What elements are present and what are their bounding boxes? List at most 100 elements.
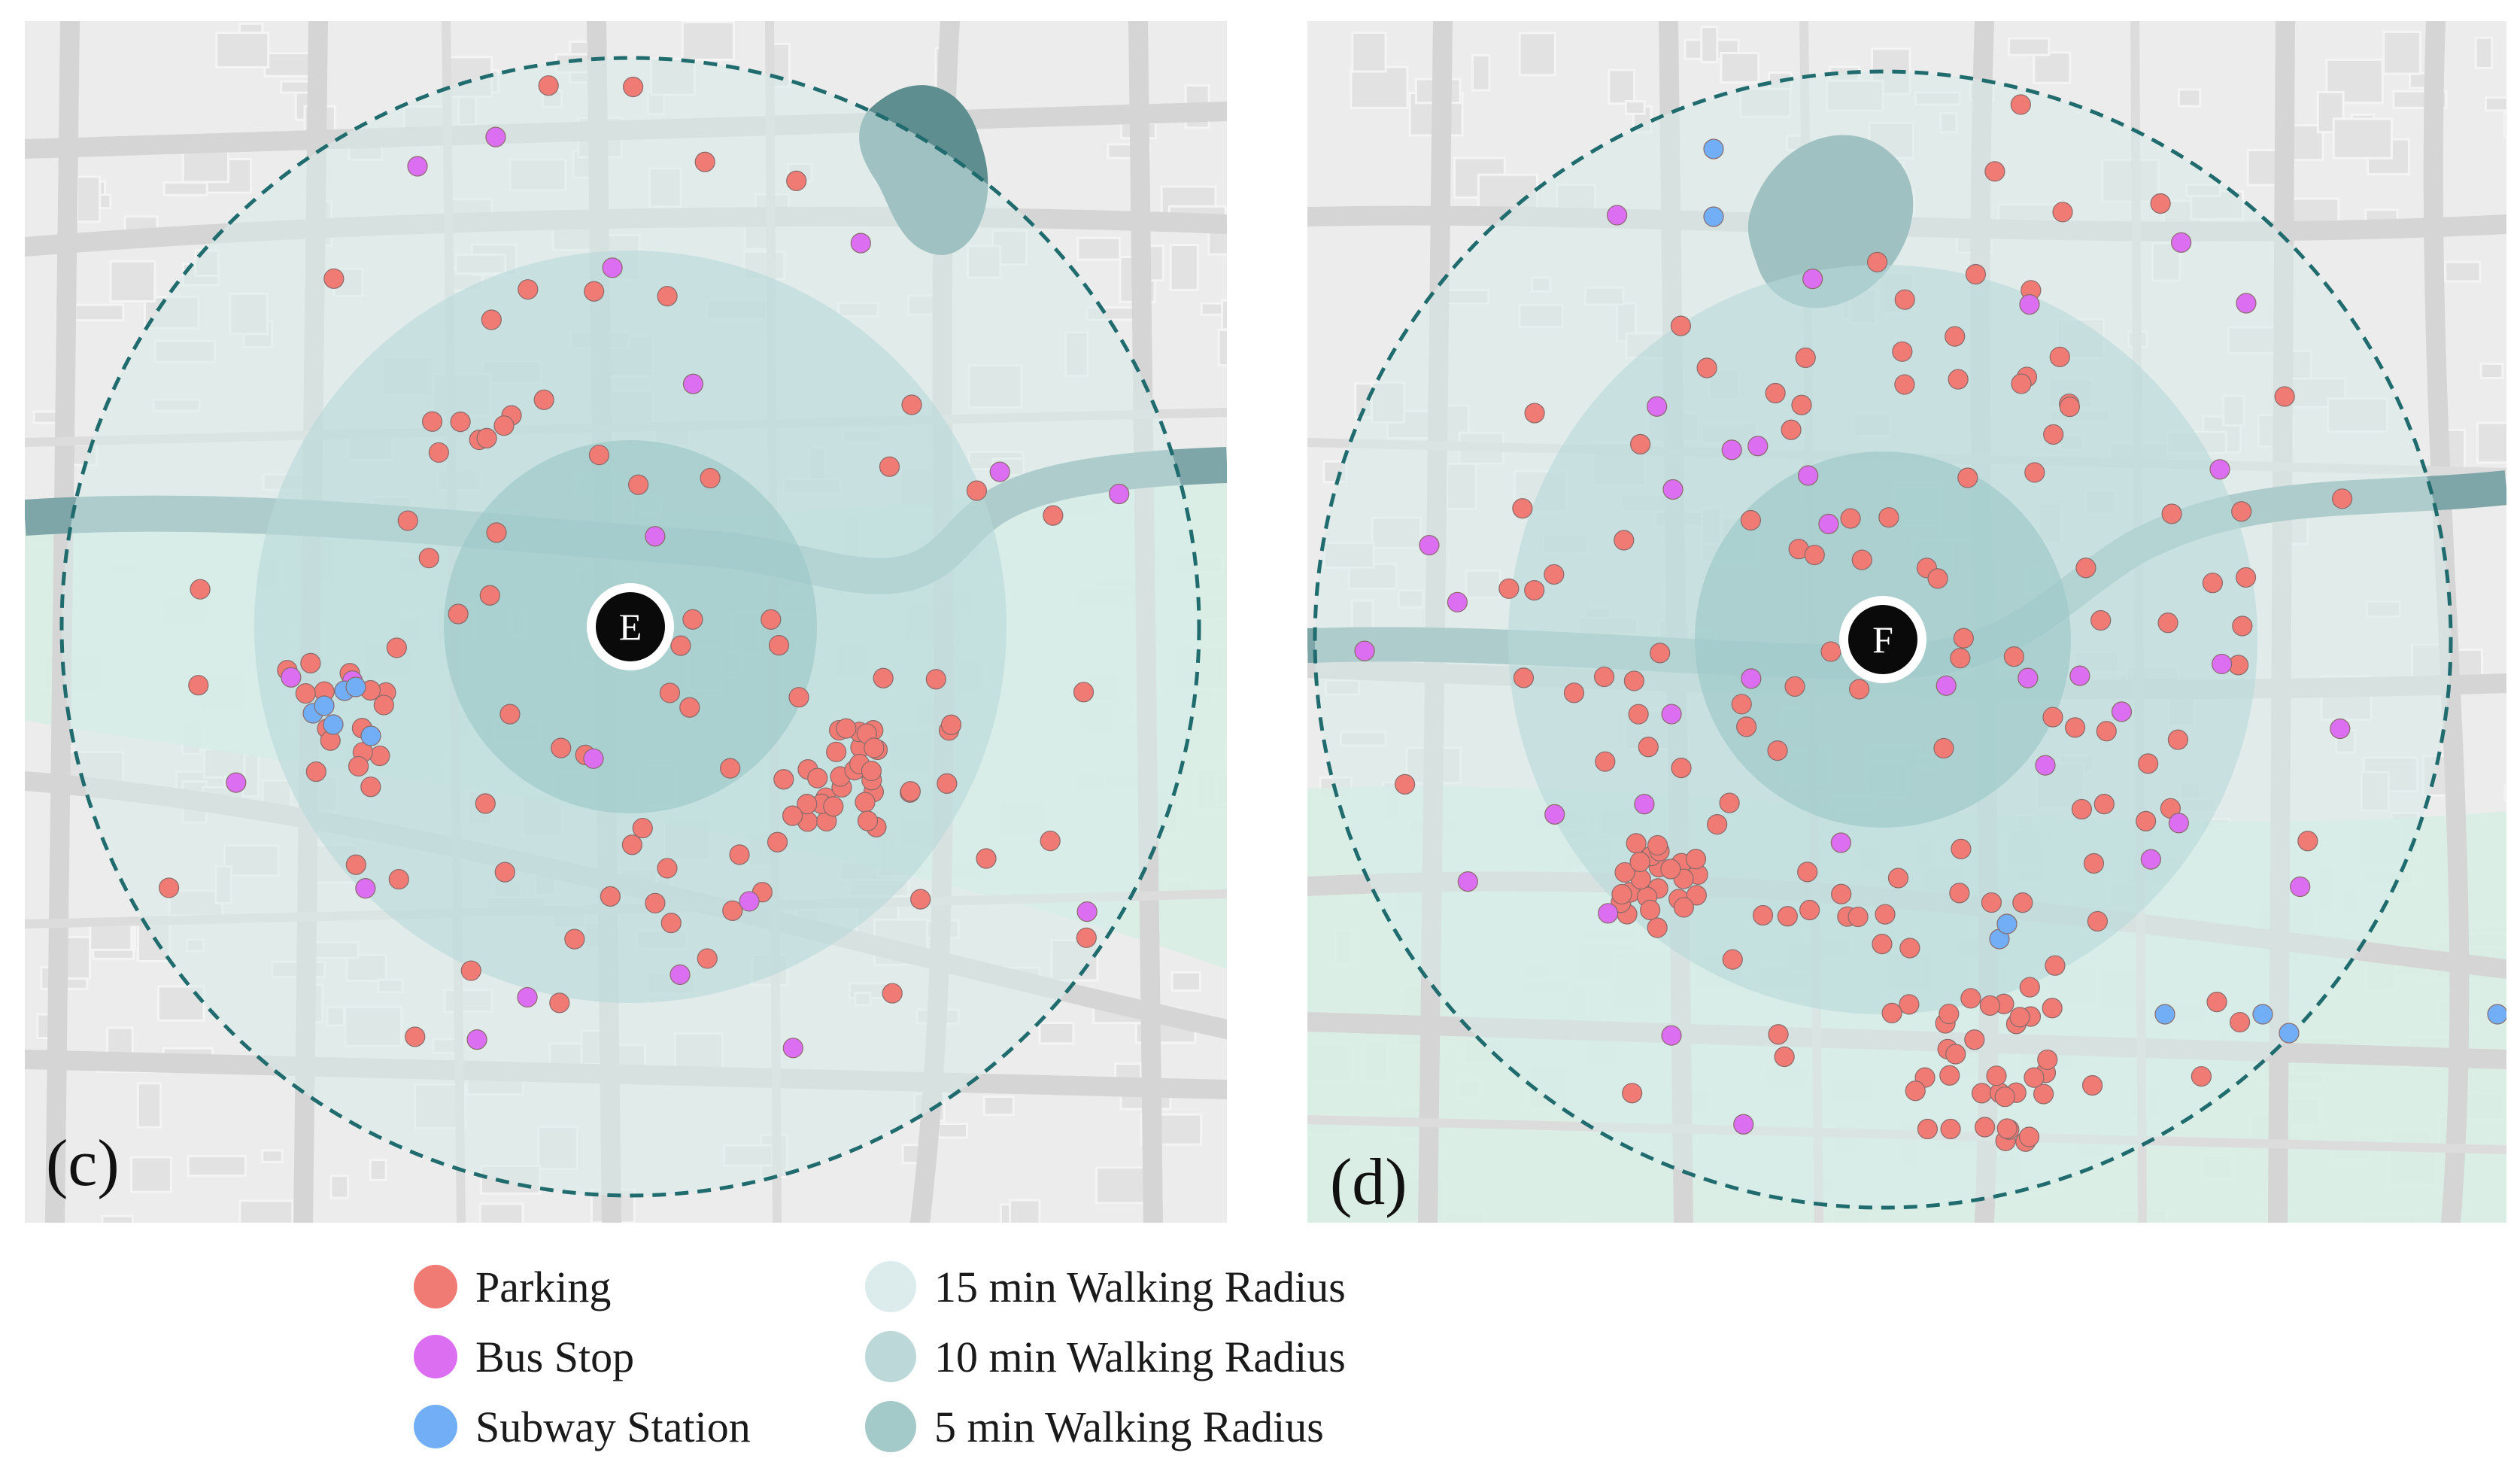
parking-point — [373, 694, 394, 716]
subway-station-point — [314, 695, 335, 716]
parking-point — [369, 745, 390, 767]
parking-point — [1686, 885, 1707, 906]
parking-point — [1940, 1118, 1961, 1140]
subway-station-point — [2252, 1004, 2273, 1025]
parking-point — [2049, 346, 2070, 367]
parking-point — [1949, 883, 1970, 904]
parking-point — [1544, 564, 1565, 585]
parking-point — [475, 793, 496, 814]
parking-point — [2081, 1074, 2103, 1096]
parking-point — [697, 948, 718, 969]
bus-stop-point — [669, 964, 691, 985]
parking-point — [1847, 906, 1869, 928]
parking-point — [2083, 852, 2105, 874]
bus-stop-point — [1661, 704, 1682, 725]
parking-point — [694, 151, 715, 172]
legend-item-15min: 15 min Walking Radius — [865, 1257, 1346, 1317]
parking-point — [479, 585, 500, 606]
building-block — [478, 1202, 524, 1223]
parking-point — [1671, 758, 1692, 779]
parking-point — [1917, 1118, 1939, 1140]
parking-point — [940, 714, 962, 735]
bus-stop-point — [2171, 232, 2192, 253]
bus-stop-point — [645, 526, 666, 547]
parking-point — [551, 737, 572, 758]
legend-item-5min: 5 min Walking Radius — [865, 1397, 1324, 1457]
parking-point — [1767, 740, 1788, 761]
building-block — [1518, 32, 1556, 77]
parking-swatch-icon — [414, 1265, 457, 1308]
building-block — [2444, 260, 2482, 283]
parking-point — [882, 983, 903, 1004]
bus-stop-point — [1798, 465, 1819, 486]
bus-stop-point — [226, 772, 247, 793]
parking-point — [761, 609, 782, 630]
parking-point — [486, 522, 507, 543]
parking-point — [1696, 357, 1717, 378]
building-block — [89, 923, 133, 951]
parking-point — [549, 992, 570, 1014]
bus-stop-point — [602, 257, 623, 278]
parking-point — [1804, 544, 1825, 566]
building-block — [1700, 26, 1719, 63]
bus-stop-point — [1830, 832, 1851, 853]
parking-point — [1774, 1046, 1795, 1068]
parking-point — [2018, 1126, 2040, 1147]
parking-point — [1791, 394, 1812, 415]
building-block — [2484, 96, 2506, 112]
parking-point — [1840, 508, 1861, 529]
building-block — [2479, 362, 2504, 380]
parking-point — [2037, 1049, 2058, 1071]
parking-point — [670, 635, 691, 656]
parking-point — [2274, 386, 2295, 407]
building-block — [1169, 244, 1199, 291]
parking-point — [2087, 910, 2108, 932]
bus-stop-point — [1936, 675, 1957, 696]
parking-point — [2157, 612, 2178, 634]
bus-stop-point — [2018, 667, 2039, 688]
parking-point — [1765, 382, 1786, 404]
parking-point — [1784, 676, 1805, 697]
parking-point — [1736, 716, 1757, 737]
parking-point — [2138, 753, 2159, 774]
parking-point — [2071, 798, 2092, 820]
parking-point — [1894, 289, 1915, 310]
building-block — [261, 1149, 284, 1163]
legend-label-10min: 10 min Walking Radius — [934, 1332, 1346, 1381]
parking-point — [494, 862, 515, 883]
parking-point — [2042, 707, 2063, 728]
parking-point — [1964, 1029, 1985, 1050]
bus-stop-swatch-icon — [414, 1335, 457, 1378]
building-block — [2332, 117, 2394, 160]
parking-point — [300, 652, 321, 673]
bus-stop-point — [1598, 903, 1619, 924]
parking-point — [448, 603, 469, 625]
parking-point — [1831, 883, 1852, 904]
bus-stop-point — [2035, 755, 2056, 776]
parking-point — [1040, 831, 1061, 852]
building-block — [187, 1155, 247, 1178]
subway-station-point — [2154, 1004, 2175, 1025]
building-block — [2178, 88, 2202, 108]
radius-10-swatch-icon — [865, 1331, 916, 1382]
parking-point — [460, 960, 481, 981]
building-block — [1076, 236, 1122, 261]
center-marker-icon — [1848, 605, 1917, 674]
building-block — [1471, 53, 1491, 92]
parking-point — [1512, 498, 1533, 519]
bus-stop-point — [1419, 534, 1440, 556]
bus-stop-point — [2019, 293, 2040, 315]
parking-point — [2019, 977, 2040, 998]
parking-point — [1628, 704, 1649, 725]
parking-point — [925, 669, 946, 690]
poi-points-d — [1354, 94, 2506, 1152]
parking-point — [1899, 938, 1920, 959]
building-block — [2476, 421, 2506, 464]
bus-stop-point — [485, 126, 506, 147]
bus-stop-point — [1647, 396, 1668, 417]
panel-label-d: (d) — [1330, 1146, 1407, 1219]
parking-point — [660, 913, 682, 934]
radius-5-swatch-icon — [865, 1401, 916, 1452]
center-marker-d: F — [1839, 596, 1926, 683]
parking-point — [2003, 646, 2024, 667]
